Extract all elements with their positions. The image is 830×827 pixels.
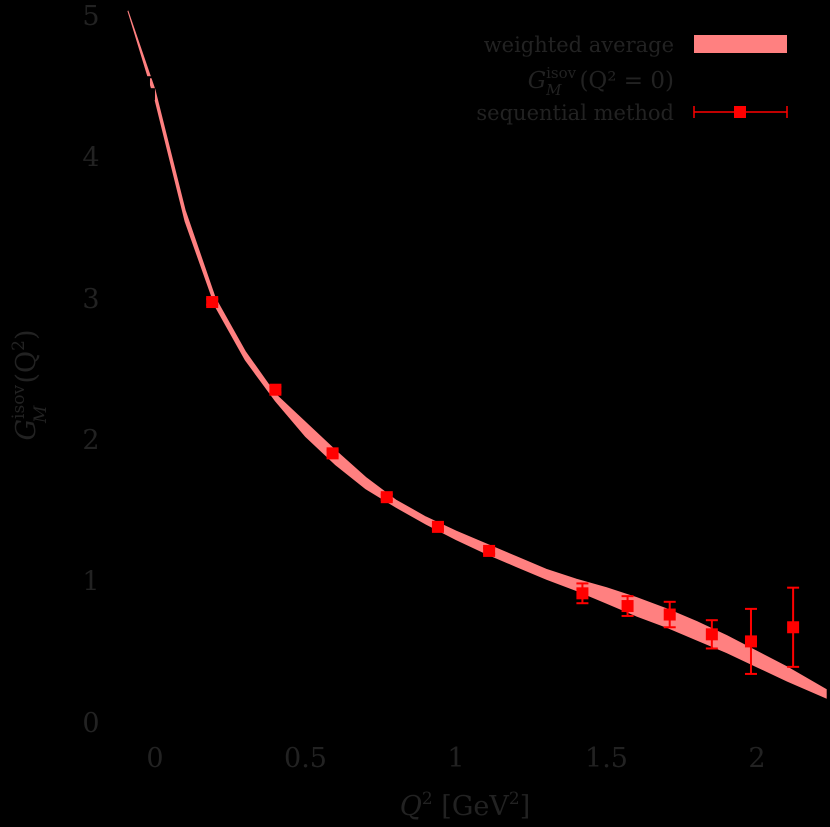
- sequential-data-point: [380, 491, 393, 504]
- y-axis-ticks: 0 1 2 3 4 5: [82, 1, 99, 739]
- y-axis-label: Gisov M(Q2): [9, 329, 51, 440]
- legend-label: sequential method: [476, 101, 674, 125]
- square-marker: [621, 600, 634, 613]
- square-marker: [431, 520, 444, 533]
- x-axis-ticks: 0 0.5 1 1.5 2: [146, 743, 765, 774]
- sequential-data-point: [206, 296, 219, 309]
- x-tick-label: 1: [447, 743, 464, 774]
- sequential-data-point: [576, 582, 589, 605]
- sequential-data-point: [705, 619, 718, 650]
- x-tick-label: 0.5: [284, 743, 327, 774]
- legend-label: Gisov M (Q² = 0): [528, 64, 674, 99]
- y-tick-label: 0: [82, 708, 99, 739]
- legend-label: weighted average: [484, 33, 674, 57]
- x-tick-label: 1.5: [585, 743, 628, 774]
- y-tick-label: 4: [82, 142, 99, 173]
- legend: weighted average Gisov M (Q² = 0) sequenti…: [476, 33, 788, 125]
- square-marker: [483, 544, 496, 557]
- x-tick-label: 0: [146, 743, 163, 774]
- square-marker: [744, 635, 757, 648]
- sequential-data-point: [663, 600, 676, 629]
- sequential-data-point: [744, 607, 757, 675]
- legend-item-weighted-average: weighted average: [484, 33, 787, 57]
- sequential-data-point: [483, 544, 496, 557]
- square-marker-swatch: [734, 106, 746, 118]
- square-marker: [326, 447, 339, 460]
- square-marker: [787, 621, 800, 634]
- y-tick-label: 5: [82, 1, 99, 32]
- band-swatch: [694, 35, 787, 53]
- legend-item-sequential-method: sequential method: [476, 101, 788, 125]
- y-tick-label: 2: [82, 425, 99, 456]
- sequential-data-point: [431, 520, 444, 533]
- gm-zero-point: [142, 76, 155, 113]
- square-marker: [142, 88, 155, 101]
- sequential-data-point: [326, 447, 339, 460]
- square-marker: [206, 296, 219, 309]
- square-marker: [269, 383, 282, 396]
- square-marker: [663, 608, 676, 621]
- sequential-data-point: [787, 586, 800, 668]
- y-tick-label: 3: [82, 284, 99, 315]
- band-area: [127, 10, 827, 699]
- sequential-data-point: [621, 595, 634, 617]
- square-marker: [705, 628, 718, 641]
- legend-item-gm-zero: Gisov M (Q² = 0): [528, 64, 674, 99]
- x-tick-label: 2: [748, 743, 765, 774]
- weighted-average-band: [127, 10, 827, 699]
- square-marker: [380, 491, 393, 504]
- data-points: [142, 76, 800, 675]
- sequential-data-point: [269, 383, 282, 396]
- x-axis-label: Q2 [GeV2]: [400, 789, 531, 822]
- y-tick-label: 1: [82, 567, 99, 598]
- square-marker: [576, 587, 589, 600]
